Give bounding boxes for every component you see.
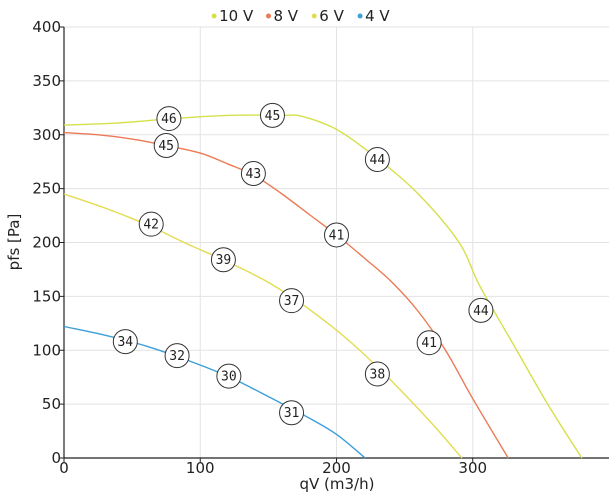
noise-level-bubble: 34 (112, 329, 138, 355)
bubble-circle (216, 363, 242, 389)
bubble-label: 34 (117, 335, 133, 350)
noise-level-bubble: 32 (164, 343, 190, 369)
noise-level-bubble: 38 (364, 361, 390, 387)
x-axis-title: qV (m3/h) (300, 475, 375, 493)
noise-level-bubble: 37 (279, 288, 305, 314)
noise-level-bubble: 42 (138, 211, 164, 237)
bubble-circle (138, 211, 164, 237)
noise-level-bubble: 30 (216, 363, 242, 389)
bubble-label: 44 (473, 304, 489, 319)
y-tick-label: 0 (51, 449, 61, 467)
bubble-circle (240, 161, 266, 187)
noise-level-bubble: 45 (153, 133, 179, 159)
legend-label: 8 V (274, 7, 299, 25)
noise-level-bubble: 41 (416, 330, 442, 356)
bubble-circle (259, 102, 285, 128)
bubble-label: 37 (284, 294, 300, 309)
noise-level-bubble: 43 (240, 161, 266, 187)
bubble-label: 31 (284, 406, 300, 421)
y-tick-label: 400 (32, 18, 61, 36)
x-tick-label: 200 (322, 459, 351, 477)
noise-labels: 46 45 44 44 45 43 41 41 42 39 37 38 34 32 30 31 (112, 102, 494, 426)
legend-item-8v[interactable]: 8 V (266, 7, 299, 25)
bubble-label: 43 (246, 167, 262, 182)
bubble-circle (364, 147, 390, 173)
y-tick-label: 50 (42, 395, 61, 413)
x-tick-label: 0 (59, 459, 69, 477)
series-line-6v (63, 193, 463, 459)
bubble-label: 45 (158, 139, 174, 154)
noise-level-bubble: 39 (210, 247, 236, 273)
legend-marker (311, 13, 317, 19)
bubble-circle (279, 400, 305, 426)
bubble-circle (112, 329, 138, 355)
noise-level-bubble: 44 (468, 297, 494, 323)
bubble-label: 39 (216, 253, 232, 268)
bubble-circle (324, 222, 349, 248)
bubble-circle (416, 330, 442, 356)
bubble-circle (164, 343, 190, 369)
y-tick-label: 150 (32, 287, 61, 305)
bubble-circle (364, 361, 390, 387)
bubble-circle (279, 288, 305, 314)
bubble-circle (153, 133, 179, 159)
noise-level-bubble: 46 (156, 106, 182, 132)
bubble-label: 32 (169, 349, 185, 364)
legend-item-6v[interactable]: 6 V (311, 7, 345, 25)
legend-marker (357, 13, 363, 19)
y-tick-label: 200 (32, 234, 61, 252)
bubble-label: 46 (161, 112, 177, 127)
bubble-circle (156, 106, 182, 132)
bubble-label: 44 (370, 153, 386, 168)
y-tick-label: 100 (32, 341, 61, 359)
x-tick-label: 100 (186, 459, 215, 477)
axes: 0 50 100 150 200 250 300 350 400 0 100 200 300 (32, 18, 609, 477)
y-tick-label: 250 (32, 180, 61, 198)
bubble-circle (210, 247, 236, 273)
legend-label: 10 V (219, 7, 254, 25)
bubble-label: 45 (265, 109, 281, 124)
legend-marker (211, 13, 217, 19)
legend-label: 6 V (319, 7, 344, 25)
noise-level-bubble: 45 (259, 102, 285, 128)
legend-label: 4 V (365, 7, 390, 25)
y-axis-title: pfs [Pa] (5, 214, 23, 271)
x-tick-label: 300 (458, 459, 487, 477)
legend-marker (266, 13, 271, 19)
bubble-label: 41 (421, 336, 437, 351)
grid (64, 26, 609, 458)
legend[interactable]: 10 V 8 V 6 V 4 V (211, 7, 391, 25)
bubble-label: 42 (143, 218, 159, 233)
bubble-circle (468, 297, 494, 323)
noise-level-bubble: 41 (324, 222, 349, 248)
bubble-label: 30 (221, 370, 237, 385)
noise-level-bubble: 44 (364, 147, 390, 173)
noise-level-bubble: 31 (279, 400, 305, 426)
y-tick-label: 300 (32, 126, 61, 144)
y-tick-label: 350 (32, 72, 61, 90)
bubble-label: 41 (329, 228, 345, 243)
legend-item-10v[interactable]: 10 V (211, 7, 254, 25)
bubble-label: 38 (370, 367, 386, 382)
legend-item-4v[interactable]: 4 V (357, 7, 391, 25)
